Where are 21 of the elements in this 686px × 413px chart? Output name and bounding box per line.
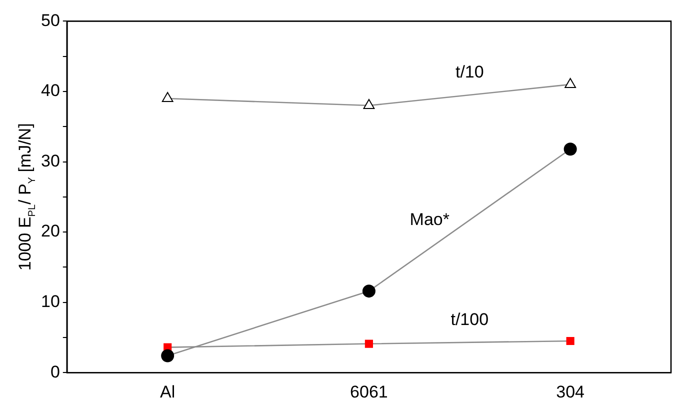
series-label: t/100	[450, 310, 489, 330]
y-tick-label: 50	[40, 10, 60, 30]
x-tick-label: 6061	[350, 382, 388, 402]
y-tick-label: 10	[40, 292, 60, 312]
point	[566, 336, 574, 346]
series-label: t/10	[455, 62, 484, 82]
point	[363, 99, 375, 110]
point	[161, 349, 174, 362]
y-tick-label: 30	[40, 151, 60, 170]
y-tick-label: 0	[50, 362, 60, 382]
x-tick-label: 304	[556, 382, 585, 402]
point	[362, 284, 376, 298]
x-tick-label: Al	[160, 382, 176, 402]
y-tick-label: 40	[40, 81, 60, 100]
y-axis-title: 1000 EPL/ PY [mJ/N]	[16, 123, 38, 271]
point	[364, 340, 373, 348]
point	[564, 142, 577, 156]
point	[564, 78, 576, 88]
series-label: Mao*	[410, 210, 450, 229]
point	[162, 92, 174, 102]
y-tick-label: 20	[40, 222, 60, 241]
